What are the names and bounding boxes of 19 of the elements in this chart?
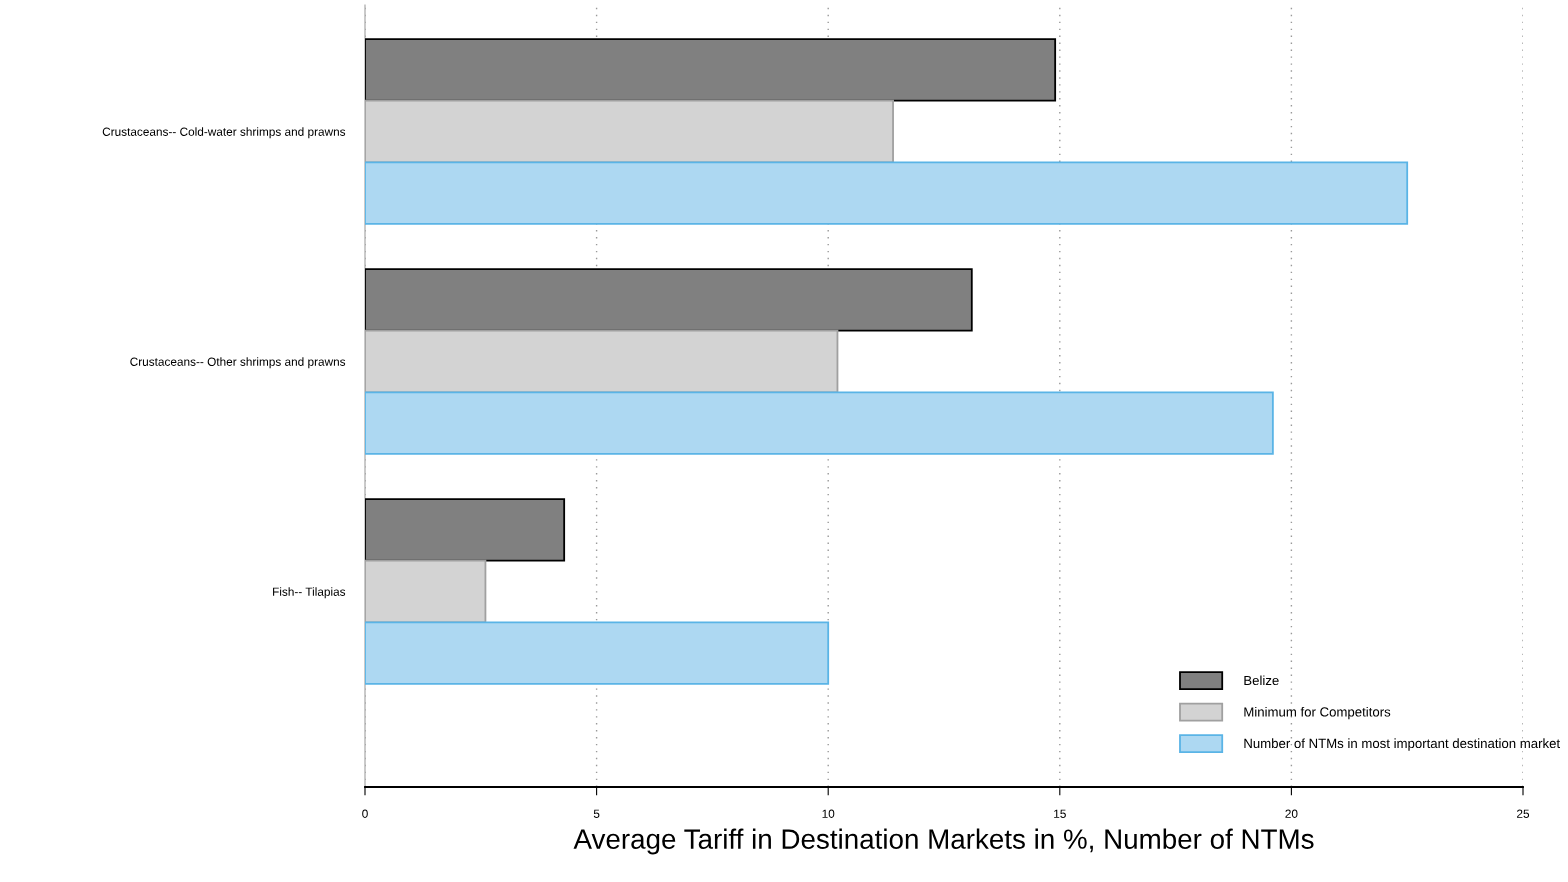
bar [365, 391, 1274, 455]
x-tick-label: 15 [1054, 809, 1066, 818]
y-tick-label: Crustaceans-- Other shrimps and prawns [130, 357, 346, 369]
bar [365, 268, 973, 332]
bar [365, 38, 1057, 102]
x-tick-label: 5 [593, 809, 600, 818]
x-tick-label: 20 [1285, 809, 1298, 818]
legend-label: Number of NTMs in most important destination market [1244, 738, 1561, 751]
x-tick-label: 10 [822, 809, 835, 818]
y-tick-label: Fish-- Tilapias [273, 587, 346, 599]
bar [365, 161, 1409, 225]
bar [365, 621, 830, 685]
x-tick-label: 25 [1517, 809, 1530, 818]
legend-label: Belize [1244, 675, 1279, 686]
y-tick-label: Crustaceans-- Cold-water shrimps and prawns [102, 127, 346, 139]
legend-label: Minimum for Competitors [1244, 706, 1391, 720]
x-axis-title: Average Tariff in Destination Markets in %, Number of NTMs [573, 828, 1314, 855]
x-tick-label: 0 [362, 809, 368, 818]
bar [365, 498, 566, 562]
